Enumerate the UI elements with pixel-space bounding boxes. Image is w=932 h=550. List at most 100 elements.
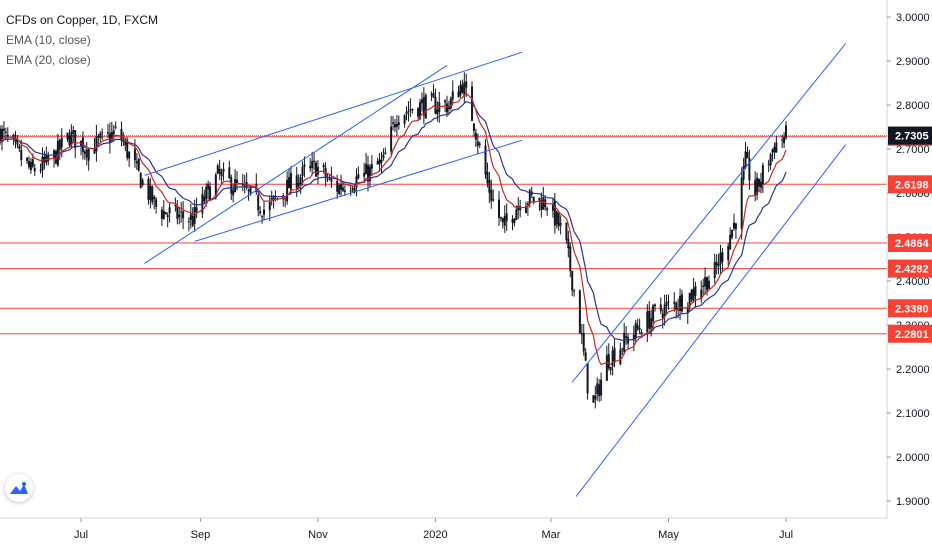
- candle-body: [582, 333, 585, 352]
- candle-body: [139, 173, 142, 189]
- price-tag-label: 2.4282: [895, 264, 929, 276]
- candle-body: [680, 294, 683, 312]
- candle-body: [56, 140, 59, 166]
- candle-body: [700, 289, 703, 299]
- candle-body: [106, 132, 109, 134]
- price-tag-label: 2.3380: [895, 303, 929, 315]
- candle-body: [729, 234, 732, 250]
- candle-body: [18, 145, 21, 149]
- candle-body: [511, 219, 514, 223]
- candle-body: [526, 203, 529, 206]
- candle-body: [137, 158, 140, 171]
- price-tick-label: 2.8000: [896, 100, 930, 112]
- candle-body: [598, 384, 601, 397]
- trend-line[interactable]: [571, 43, 847, 383]
- candle-body: [189, 214, 192, 220]
- candle-body: [694, 286, 697, 296]
- candle-body: [338, 185, 341, 194]
- candle-body: [330, 177, 333, 182]
- candle-body: [490, 189, 493, 201]
- candle-body: [719, 252, 722, 265]
- candle-body: [704, 277, 707, 287]
- candle-body: [434, 96, 437, 114]
- candle-body: [411, 109, 414, 111]
- candle-body: [524, 206, 527, 213]
- candle-body: [0, 128, 2, 143]
- legend-ema20[interactable]: EMA (20, close): [6, 53, 91, 67]
- price-tag-bg: [888, 324, 932, 343]
- candle-body: [343, 190, 346, 192]
- candle-body: [690, 289, 693, 300]
- trend-line[interactable]: [575, 144, 847, 497]
- candle-body: [147, 178, 150, 200]
- trend-line[interactable]: [144, 51, 523, 176]
- candle-body: [405, 111, 408, 115]
- candle-body: [592, 395, 595, 403]
- candle-body: [31, 159, 34, 167]
- candle-body: [538, 197, 541, 201]
- candle-body: [241, 183, 244, 186]
- candle-body: [83, 151, 86, 154]
- candle-body: [715, 261, 718, 266]
- candle-body: [376, 161, 379, 165]
- candle-body: [748, 157, 751, 181]
- candle-body: [26, 157, 29, 162]
- candle-body: [665, 302, 668, 306]
- trend-line[interactable]: [194, 139, 523, 242]
- candle-body: [191, 216, 194, 226]
- time-tick-label: Nov: [308, 529, 328, 541]
- candle-body: [553, 200, 556, 226]
- candle-body: [746, 151, 749, 158]
- candle-body: [101, 132, 104, 134]
- candle-body: [85, 149, 88, 158]
- candle-body: [432, 92, 435, 98]
- candle-body: [417, 108, 420, 117]
- candle-body: [613, 348, 616, 363]
- legend-ema10[interactable]: EMA (10, close): [6, 33, 91, 47]
- candle-body: [390, 126, 393, 152]
- candle-body: [457, 91, 460, 98]
- candle-body: [355, 176, 358, 188]
- candle-body: [45, 154, 48, 163]
- candle-body: [60, 137, 63, 148]
- trend-line[interactable]: [144, 64, 448, 264]
- candle-body: [187, 221, 190, 223]
- candle-body: [731, 229, 734, 238]
- tradingview-logo-icon[interactable]: [5, 474, 33, 502]
- candle-body: [311, 160, 314, 169]
- candle-body: [326, 179, 329, 181]
- candle-body: [557, 213, 560, 227]
- candle-body: [6, 134, 9, 137]
- candle-body: [727, 246, 730, 261]
- candle-body: [686, 307, 689, 314]
- candle-body: [174, 204, 177, 206]
- candle-body: [636, 325, 639, 329]
- candle-body: [393, 123, 396, 128]
- candle-body: [2, 128, 5, 131]
- candle-body: [357, 174, 360, 179]
- candle-body: [33, 167, 36, 172]
- candle-body: [559, 222, 562, 226]
- candle-body: [623, 332, 626, 352]
- price-tag-bg: [888, 299, 932, 318]
- candle-body: [384, 152, 387, 155]
- candle-body: [422, 97, 425, 116]
- candle-body: [634, 322, 637, 338]
- candle-body: [465, 81, 468, 88]
- candle-body: [207, 184, 210, 190]
- candle-body: [619, 349, 622, 365]
- candle-body: [380, 159, 383, 163]
- candle-body: [324, 168, 327, 179]
- candle-body: [153, 196, 156, 200]
- candle-body: [160, 209, 163, 219]
- candle-body: [675, 302, 678, 310]
- candle-body: [702, 285, 705, 287]
- candle-body: [301, 166, 304, 176]
- candle-body: [122, 140, 125, 143]
- candle-body: [58, 140, 61, 150]
- price-tick-label: 1.9000: [896, 496, 930, 508]
- candle-body: [449, 98, 452, 109]
- candle-body: [288, 177, 291, 189]
- candle-body: [336, 181, 339, 192]
- candle-body: [667, 301, 670, 303]
